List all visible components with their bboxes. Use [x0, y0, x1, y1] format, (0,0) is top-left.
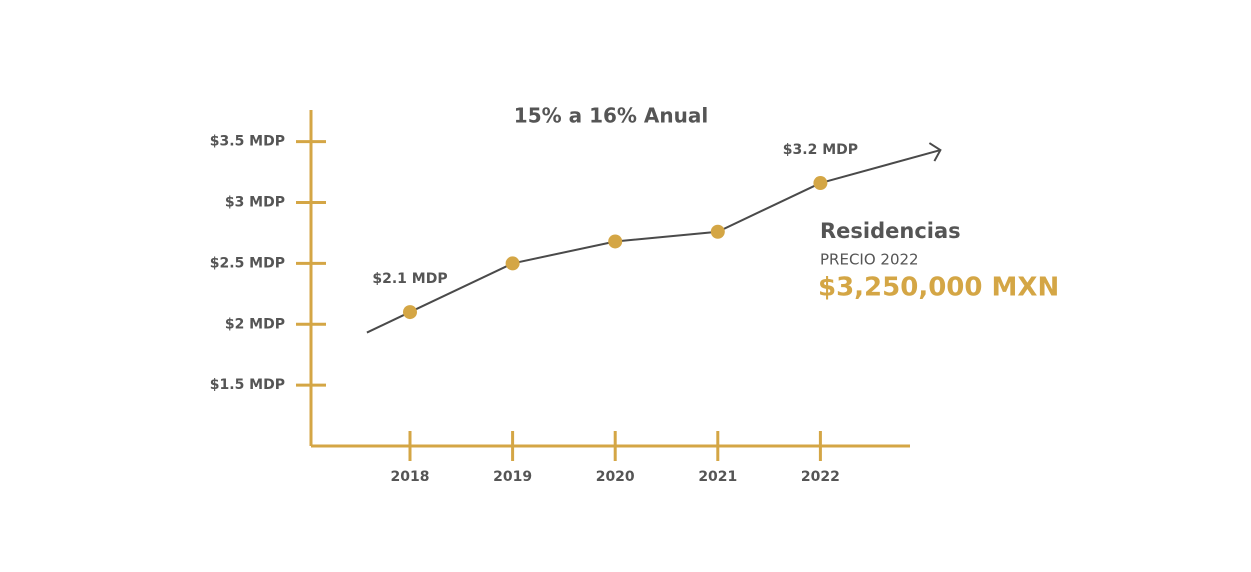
chart-title: 15% a 16% Anual [514, 104, 708, 128]
point [505, 256, 520, 271]
x-tick-label: 2020 [596, 469, 635, 485]
y-tick-label: $2 MDP [225, 316, 285, 332]
arrow-head [928, 142, 942, 162]
point [813, 176, 828, 191]
trend-end [820, 149, 941, 185]
point [403, 305, 417, 320]
annotation-price: $3,250,000 MXN [818, 273, 1059, 303]
point [608, 234, 623, 249]
point [710, 224, 725, 239]
value-label: $2.1 MDP [372, 271, 447, 287]
annotation-subheading: PRECIO 2022 [820, 251, 919, 269]
x-tick-label: 2019 [493, 469, 532, 485]
y-tick-label: $3 MDP [225, 195, 285, 211]
y-tick-label: $2.5 MDP [210, 255, 285, 271]
x-tick-label: 2022 [801, 469, 840, 485]
y-tick-label: $3.5 MDP [210, 134, 285, 150]
trend-start [366, 311, 411, 334]
x-tick-label: 2018 [391, 469, 430, 485]
x-tick-label: 2021 [698, 469, 737, 485]
value-label: $3.2 MDP [783, 142, 858, 158]
y-tick-label: $1.5 MDP [210, 377, 285, 393]
annotation-heading: Residencias [820, 219, 961, 243]
